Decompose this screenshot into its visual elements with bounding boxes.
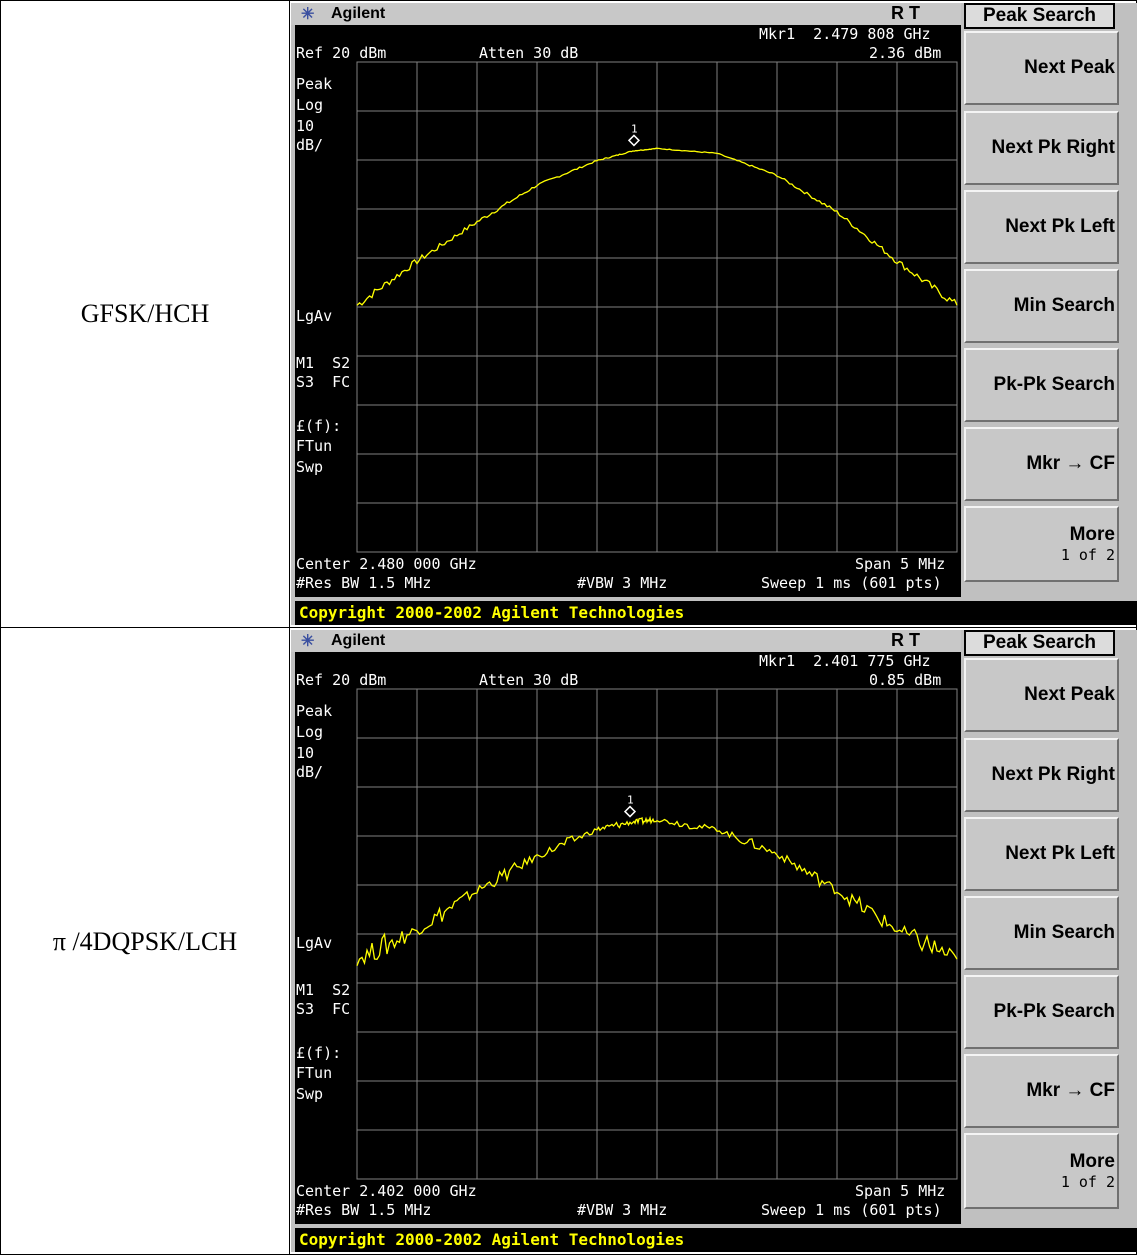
softkey-menu-title: Peak Search bbox=[964, 630, 1115, 656]
attenuation: Atten 30 dB bbox=[479, 671, 579, 689]
sweep-time: Sweep 1 ms (601 pts) bbox=[761, 1201, 942, 1219]
softkey-next-pk-left[interactable]: Next Pk Left bbox=[964, 817, 1119, 891]
brand-name: Agilent bbox=[331, 632, 386, 649]
softkey-label: Next Pk Left bbox=[1005, 843, 1115, 864]
side-label: LgAv bbox=[296, 307, 333, 325]
marker-diamond bbox=[623, 805, 637, 818]
softkey-more[interactable]: More 1 of 2 bbox=[964, 1133, 1119, 1209]
side-label: FTun bbox=[296, 437, 333, 455]
analyzer-screen-2: ✳ Agilent R T Mkr1 2.401 775 GHz 0.85 dB… bbox=[291, 630, 1137, 1252]
side-label: Swp bbox=[296, 1085, 324, 1103]
softkey-label: Pk-Pk Search bbox=[993, 1001, 1115, 1022]
softkey-label: Min Search bbox=[1013, 922, 1115, 943]
side-label: M1 S2 bbox=[296, 981, 351, 999]
sweep-time: Sweep 1 ms (601 pts) bbox=[761, 574, 942, 592]
marker-readout-amplitude: 0.85 dBm bbox=[869, 671, 942, 689]
side-label: LgAv bbox=[296, 934, 333, 952]
marker-number-label: 1 bbox=[627, 794, 634, 807]
side-label: Log bbox=[296, 96, 324, 114]
ref-level: Ref 20 dBm bbox=[296, 44, 387, 62]
resolution-bandwidth: #Res BW 1.5 MHz bbox=[296, 574, 432, 592]
plot-area: Mkr1 2.479 808 GHz 2.36 dBm Ref 20 dBm A… bbox=[295, 25, 961, 597]
marker-readout-frequency: Mkr1 2.479 808 GHz bbox=[759, 25, 931, 43]
plot-area: Mkr1 2.401 775 GHz 0.85 dBm Ref 20 dBm A… bbox=[295, 652, 961, 1224]
softkey-more[interactable]: More 1 of 2 bbox=[964, 506, 1119, 582]
softkey-label: Next Peak bbox=[1024, 684, 1115, 705]
title-bar: ✳ Agilent R T bbox=[291, 3, 961, 25]
softkey-label: Next Pk Right bbox=[991, 764, 1115, 785]
side-label: M1 S2 bbox=[296, 354, 351, 372]
brand-name: Agilent bbox=[331, 5, 386, 22]
agilent-logo-icon: ✳ bbox=[301, 6, 315, 23]
copyright-bar: Copyright 2000-2002 Agilent Technologies bbox=[295, 1228, 1137, 1252]
side-label: dB/ bbox=[296, 136, 324, 154]
softkey-min-search[interactable]: Min Search bbox=[964, 269, 1119, 343]
softkey-label: Next Peak bbox=[1024, 57, 1115, 78]
softkey-label: Pk-Pk Search bbox=[993, 374, 1115, 395]
video-bandwidth: #VBW 3 MHz bbox=[577, 1201, 668, 1219]
softkey-label: Mkr → CF bbox=[1026, 1080, 1115, 1101]
marker-readout-amplitude: 2.36 dBm bbox=[869, 44, 942, 62]
side-label: S3 FC bbox=[296, 1000, 351, 1018]
side-label: 10 bbox=[296, 744, 315, 762]
analyzer-screen-1: ✳ Agilent R T Mkr1 2.479 808 GHz 2.36 dB… bbox=[291, 3, 1137, 625]
softkey-next-peak[interactable]: Next Peak bbox=[964, 31, 1119, 105]
softkey-label: Next Pk Left bbox=[1005, 216, 1115, 237]
softkey-pk-pk-search[interactable]: Pk-Pk Search bbox=[964, 348, 1119, 422]
spectrum-plot: 1 bbox=[356, 688, 958, 1180]
softkey-mkr-cf[interactable]: Mkr → CF bbox=[964, 427, 1119, 501]
marker-number-label: 1 bbox=[631, 122, 638, 135]
softkey-next-pk-right[interactable]: Next Pk Right bbox=[964, 738, 1119, 812]
softkey-next-pk-left[interactable]: Next Pk Left bbox=[964, 190, 1119, 264]
softkey-more-page: 1 of 2 bbox=[1060, 546, 1115, 564]
side-label: Swp bbox=[296, 458, 324, 476]
softkey-menu-title: Peak Search bbox=[964, 3, 1115, 29]
ref-level: Ref 20 dBm bbox=[296, 671, 387, 689]
softkey-pk-pk-search[interactable]: Pk-Pk Search bbox=[964, 975, 1119, 1049]
copyright-bar: Copyright 2000-2002 Agilent Technologies bbox=[295, 601, 1137, 625]
row-label-1: GFSK/HCH bbox=[80, 298, 210, 328]
marker-diamond bbox=[627, 134, 641, 147]
softkey-more-page: 1 of 2 bbox=[1060, 1173, 1115, 1191]
side-label: £(f): bbox=[296, 417, 342, 435]
spectrum-plot: 1 bbox=[356, 61, 958, 553]
resolution-bandwidth: #Res BW 1.5 MHz bbox=[296, 1201, 432, 1219]
spectrum-trace bbox=[356, 815, 958, 967]
side-label: £(f): bbox=[296, 1044, 342, 1062]
attenuation: Atten 30 dB bbox=[479, 44, 579, 62]
side-label: S3 FC bbox=[296, 373, 351, 391]
video-bandwidth: #VBW 3 MHz bbox=[577, 574, 668, 592]
title-bar: ✳ Agilent R T bbox=[291, 630, 961, 652]
row-label-2: π /4DQPSK/LCH bbox=[52, 926, 238, 956]
softkey-more-label: More bbox=[1069, 1151, 1115, 1172]
row-divider bbox=[0, 627, 1137, 628]
center-frequency: Center 2.480 000 GHz bbox=[296, 555, 477, 573]
side-label: FTun bbox=[296, 1064, 333, 1082]
side-label: 10 bbox=[296, 117, 315, 135]
softkey-label: Min Search bbox=[1013, 295, 1115, 316]
side-label: Peak bbox=[296, 75, 333, 93]
softkey-label: Mkr → CF bbox=[1026, 453, 1115, 474]
softkey-next-pk-right[interactable]: Next Pk Right bbox=[964, 111, 1119, 185]
softkey-min-search[interactable]: Min Search bbox=[964, 896, 1119, 970]
softkey-mkr-cf[interactable]: Mkr → CF bbox=[964, 1054, 1119, 1128]
span: Span 5 MHz bbox=[855, 1182, 946, 1200]
side-label: dB/ bbox=[296, 763, 324, 781]
softkey-panel: Peak Search Next Peak Next Pk Right Next P… bbox=[964, 630, 1137, 1226]
agilent-logo-icon: ✳ bbox=[301, 633, 315, 650]
softkey-panel: Peak Search Next Peak Next Pk Right Next P… bbox=[964, 3, 1137, 599]
side-label: Peak bbox=[296, 702, 333, 720]
span: Span 5 MHz bbox=[855, 555, 946, 573]
center-frequency: Center 2.402 000 GHz bbox=[296, 1182, 477, 1200]
spectrum-trace bbox=[356, 147, 958, 306]
softkey-more-label: More bbox=[1069, 524, 1115, 545]
marker-readout-frequency: Mkr1 2.401 775 GHz bbox=[759, 652, 931, 670]
status-indicators: R T bbox=[891, 630, 920, 650]
softkey-label: Next Pk Right bbox=[991, 137, 1115, 158]
status-indicators: R T bbox=[891, 3, 920, 23]
softkey-next-peak[interactable]: Next Peak bbox=[964, 658, 1119, 732]
side-label: Log bbox=[296, 723, 324, 741]
